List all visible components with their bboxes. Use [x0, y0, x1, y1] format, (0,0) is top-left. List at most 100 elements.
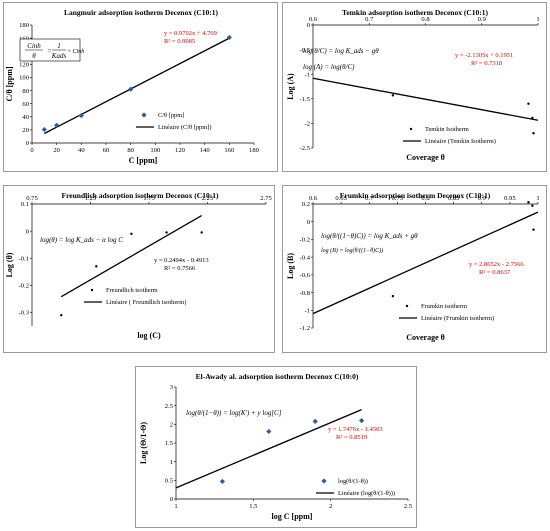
y-tick-label: 1.5: [165, 440, 174, 447]
x-tick-label: 100: [150, 147, 161, 154]
y-tick-label: -1: [305, 307, 311, 314]
svg-text:Kads: Kads: [51, 52, 67, 60]
y-tick-label: 0: [307, 219, 311, 226]
svg-text:θ: θ: [32, 52, 36, 60]
y-tick-label: -2.5: [300, 145, 311, 152]
legend-label: Temkin Isotherm: [425, 126, 469, 133]
temkin-formula-line2: log (A) = log(θ/C): [303, 63, 355, 71]
y-tick-label: 60: [22, 101, 29, 108]
x-tick-label: 0: [30, 147, 34, 154]
data-point: [312, 418, 318, 424]
fit-equation: y = 2.8652x - 2.7566: [469, 261, 524, 268]
frumkin-chart: Frumkin adsorption isotherm Decenox (C10…: [286, 191, 540, 342]
x-tick-label: 0.8: [421, 195, 430, 202]
legend-label: Linéaire (C/θ [ppm]): [158, 124, 211, 131]
x-tick-label: 1: [174, 503, 177, 510]
data-point: [532, 132, 535, 135]
fit-r2: R² = 0.8637: [479, 269, 511, 276]
legend-label: C/θ [ppm]: [158, 112, 184, 119]
data-point: [128, 86, 134, 92]
legend-label: log(θ/(1-θ)): [338, 478, 368, 485]
data-point: [527, 201, 530, 204]
y-tick-label: 0: [170, 496, 174, 503]
chart-title: Frumkin adsorption isotherm Decenox (C10…: [340, 191, 491, 200]
legend-marker: [409, 127, 413, 131]
frumkin-formula-line2: log (B) = log(θ/((1−θ)C)): [321, 247, 383, 254]
legend-label: Linéaire (Temkin Isotherm): [425, 138, 496, 145]
data-point: [266, 428, 272, 435]
legend-marker: [141, 112, 147, 118]
fit-equation: y = 1.7476x - 1.4503: [328, 426, 383, 433]
y-tick-label: -2: [305, 121, 311, 128]
y-tick-label: -1.2: [300, 325, 310, 332]
trend-line: [312, 77, 539, 121]
y-tick-label: -1: [305, 71, 311, 78]
x-tick-label: 1: [536, 195, 539, 202]
data-point: [95, 265, 98, 268]
svg-text:1: 1: [57, 42, 61, 50]
data-point: [531, 116, 534, 120]
legend-label: Freundlich isotherm: [106, 287, 158, 294]
x-tick-label: 40: [78, 147, 85, 154]
trend-line: [60, 214, 202, 298]
x-axis-label: Coverage θ: [406, 333, 445, 342]
x-tick-label: 1.25: [85, 195, 97, 202]
x-tick-label: 0.6: [309, 16, 318, 23]
data-point: [527, 102, 530, 105]
data-point: [391, 94, 395, 97]
freundlich-panel: Freundlich adsorption isotherm Decenox (…: [3, 185, 275, 353]
x-tick-label: 0.7: [365, 195, 374, 202]
fit-equation: y = -2.1305x + 0.1951: [455, 52, 513, 59]
x-tick-label: 0.9: [478, 16, 487, 23]
x-tick-label: 1.75: [143, 195, 155, 202]
fit-equation: y = 0.2494x - 0.4913: [154, 257, 209, 264]
y-tick-label: -0.6: [300, 272, 311, 279]
x-tick-label: 0.9: [478, 195, 487, 202]
y-tick-label: -0.2: [300, 237, 310, 244]
langmuir-panel: Langmuir adsorption isotherm Decenox (C1…: [3, 2, 278, 172]
chart-title: El-Awady al. adsorption isotherm Decenox…: [196, 372, 359, 381]
x-axis-label: Coverage θ: [406, 153, 445, 162]
y-tick-label: 100: [19, 75, 30, 82]
data-point: [359, 418, 365, 424]
x-tick-label: 2: [329, 503, 332, 510]
y-tick-label: -0.1: [19, 255, 29, 262]
x-axis-label: C [ppm]: [129, 156, 158, 165]
y-tick-label: 0: [26, 228, 30, 235]
x-tick-label: 0.75: [26, 195, 38, 202]
y-tick-label: 3: [170, 384, 174, 391]
temkin-chart: Temkin adsorption isotherm Decenox (C10:…: [286, 8, 540, 162]
trend-line: [44, 37, 230, 135]
y-tick-label: -0.4: [300, 254, 311, 261]
x-axis-label: log (C): [137, 331, 161, 340]
langmuir-formula: Cinh θ = 1 Kads + Cinh: [25, 42, 84, 60]
legend-marker: [405, 304, 409, 308]
y-tick-label: 80: [22, 88, 29, 95]
x-tick-label: 80: [127, 147, 134, 154]
y-tick-label: 0: [26, 140, 30, 147]
x-tick-label: 1: [536, 16, 539, 23]
legend-marker: [90, 288, 94, 292]
legend-label: Frumkin isotherm: [421, 303, 467, 310]
y-tick-label: 2.5: [165, 403, 174, 410]
elawady-chart: El-Awady al. adsorption isotherm Decenox…: [139, 372, 413, 521]
x-tick-label: 60: [103, 147, 110, 154]
frumkin-panel: Frumkin adsorption isotherm Decenox (C10…: [282, 185, 547, 353]
data-point: [54, 122, 60, 128]
y-axis-label: Log (θ): [5, 252, 14, 277]
x-tick-label: 0.7: [365, 16, 374, 23]
data-point: [532, 228, 535, 231]
frumkin-formula-line1: log(θ/((1−θ)C)) = log K_ads + gθ: [321, 232, 418, 240]
data-point: [200, 231, 203, 234]
data-point: [78, 112, 84, 119]
y-tick-label: -0.8: [300, 290, 311, 297]
freundlich-formula: log(θ) = log K_ads − α log C: [40, 236, 123, 244]
y-tick-label: 0: [307, 22, 311, 29]
fit-r2: R² = 0.8519: [336, 434, 367, 441]
svg-text:+ Cinh: + Cinh: [67, 49, 84, 55]
elawady-panel: El-Awady al. adsorption isotherm Decenox…: [135, 366, 417, 528]
x-tick-label: 120: [175, 147, 186, 154]
y-tick-label: -0.5: [300, 47, 311, 54]
data-point: [130, 232, 133, 236]
y-tick-label: -0.3: [19, 310, 30, 317]
